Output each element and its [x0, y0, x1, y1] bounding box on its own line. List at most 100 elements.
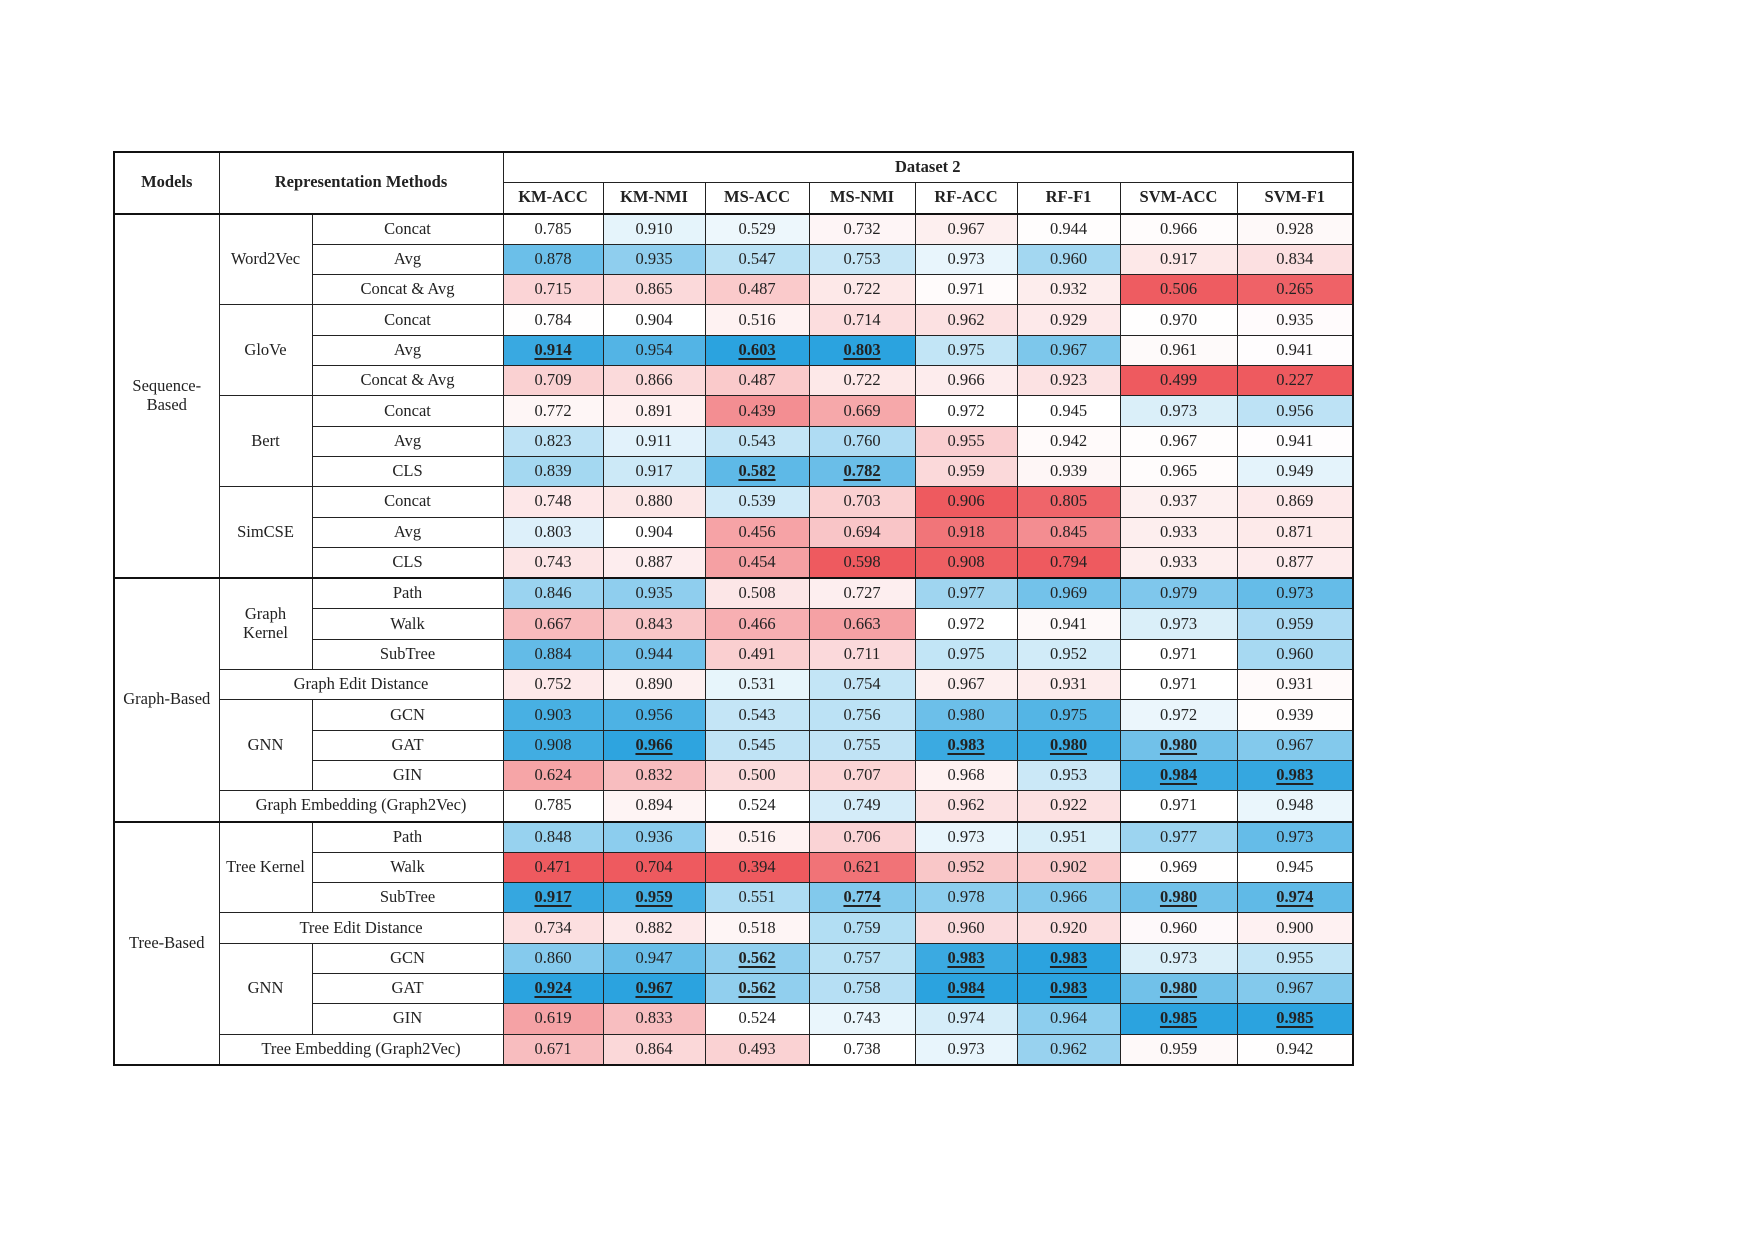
metric-cell: 0.910 — [602, 212, 706, 245]
metric-value: 0.972 — [947, 613, 985, 633]
metric-value: 0.973 — [1159, 400, 1198, 420]
metric-cell: 0.967 — [914, 212, 1018, 245]
metric-value: 0.929 — [1049, 309, 1088, 329]
representation-variant-label: Concat — [311, 212, 504, 245]
metric-value: 0.944 — [635, 643, 673, 663]
metric-cell: 0.931 — [1016, 669, 1121, 701]
metric-value: 0.971 — [1159, 643, 1198, 663]
metric-value: 0.904 — [635, 309, 673, 329]
metric-value: 0.966 — [1159, 218, 1198, 238]
representation-variant-label: GIN — [311, 1003, 504, 1035]
metric-value: 0.902 — [1049, 856, 1088, 876]
metric-value: 0.843 — [635, 613, 673, 633]
table-row: Avg 0.803 0.904 0.456 0.694 0.918 0.845 0.933 0.… — [114, 516, 1354, 548]
metric-value: 0.732 — [843, 218, 881, 238]
metric-cell: 0.924 — [502, 973, 604, 1005]
metric-cell: 0.880 — [602, 486, 706, 518]
metric-value: 0.900 — [1276, 917, 1314, 937]
representation-variant-label: Avg — [311, 334, 504, 367]
metric-cell: 0.983 — [914, 942, 1018, 975]
metric-cell: 0.966 — [602, 729, 706, 761]
metric-value: 0.983 — [1276, 765, 1314, 785]
metric-value: 0.704 — [635, 856, 673, 876]
metric-cell: 0.758 — [808, 973, 916, 1005]
metric-cell: 0.869 — [1236, 486, 1354, 518]
table-row: GNN GCN 0.860 0.947 0.562 0.757 0.983 0.983 0.97… — [114, 942, 1354, 1035]
metric-cell: 0.890 — [602, 669, 706, 701]
representation-family-label: GloVe — [218, 304, 313, 397]
metric-cell: 0.439 — [704, 395, 810, 427]
metric-value: 0.967 — [1276, 734, 1314, 754]
metric-cell: 0.956 — [1236, 395, 1354, 427]
metric-value: 0.959 — [1276, 613, 1314, 633]
metric-cell: 0.805 — [1016, 486, 1121, 518]
metric-cell: 0.917 — [602, 455, 706, 488]
metric-value: 0.506 — [1159, 279, 1198, 299]
table-row: SimCSE Concat 0.748 0.880 0.539 0.703 0.906 0.8… — [114, 486, 1354, 579]
metric-value: 0.759 — [843, 917, 881, 937]
metric-cell: 0.962 — [914, 304, 1018, 336]
metric-cell: 0.759 — [808, 912, 916, 944]
representation-family-label: Graph Kernel — [218, 577, 313, 671]
table-row: Graph-Based Graph Kernel Path 0.846 0.935 0.5… — [113, 577, 1354, 823]
metric-cell: 0.967 — [1236, 729, 1354, 761]
metric-cell: 0.972 — [1119, 699, 1238, 731]
metric-value: 0.603 — [738, 339, 776, 359]
metric-value: 0.529 — [738, 218, 776, 238]
metric-cell: 0.499 — [1119, 365, 1238, 397]
table-row: Tree-Based Tree Kernel Path 0.848 0.936 0.516… — [113, 820, 1354, 1066]
metric-cell: 0.543 — [704, 699, 810, 731]
metric-cell: 0.754 — [808, 669, 916, 701]
metric-value: 0.944 — [1049, 218, 1088, 238]
metric-value: 0.985 — [1276, 1008, 1314, 1028]
metric-value: 0.760 — [843, 430, 881, 450]
metric-cell: 0.621 — [808, 851, 916, 884]
metric-value: 0.947 — [635, 947, 673, 967]
metric-value: 0.545 — [738, 734, 776, 754]
metric-value: 0.757 — [843, 947, 881, 967]
metric-value: 0.980 — [1159, 887, 1198, 907]
metric-value: 0.985 — [1159, 1008, 1198, 1028]
metric-cell: 0.953 — [1016, 759, 1121, 792]
metric-value: 0.968 — [947, 765, 985, 785]
metric-cell: 0.949 — [1236, 455, 1354, 488]
representation-variant-label: GAT — [311, 729, 504, 761]
metric-cell: 0.947 — [602, 942, 706, 975]
table-row: Avg 0.878 0.935 0.547 0.753 0.973 0.960 0.917 0.… — [114, 243, 1354, 276]
metric-value: 0.972 — [947, 400, 985, 420]
table-row: Walk 0.471 0.704 0.394 0.621 0.952 0.902 0.969 0… — [114, 851, 1354, 884]
metric-value: 0.439 — [738, 400, 776, 420]
metric-cell: 0.864 — [602, 1033, 706, 1066]
metric-cell: 0.667 — [502, 608, 604, 640]
metric-value: 0.860 — [534, 947, 572, 967]
metric-cell: 0.865 — [602, 274, 706, 306]
methods-header: Representation Methods — [218, 151, 504, 215]
metric-value: 0.975 — [947, 339, 985, 359]
metric-cell: 0.967 — [602, 973, 706, 1005]
metric-cell: 0.508 — [704, 577, 810, 610]
metric-value: 0.967 — [947, 674, 985, 694]
table-row: Avg 0.914 0.954 0.603 0.803 0.975 0.967 0.961 0.… — [114, 334, 1354, 367]
metric-value: 0.754 — [843, 674, 881, 694]
metric-value: 0.973 — [1159, 613, 1198, 633]
metric-value: 0.978 — [947, 887, 985, 907]
metric-cell: 0.936 — [602, 820, 706, 853]
metric-value: 0.984 — [947, 978, 985, 998]
metric-cell: 0.774 — [808, 882, 916, 914]
metric-value: 0.980 — [1049, 734, 1088, 754]
representation-variant-label: Avg — [311, 516, 504, 548]
metric-value: 0.961 — [1159, 339, 1198, 359]
metric-value: 0.952 — [1049, 643, 1088, 663]
metric-cell: 0.663 — [808, 608, 916, 640]
metric-cell: 0.975 — [914, 638, 1018, 671]
metric-value: 0.834 — [1276, 249, 1314, 269]
metric-cell: 0.967 — [914, 669, 1018, 701]
metric-cell: 0.960 — [1119, 912, 1238, 944]
table-row: GAT 0.908 0.966 0.545 0.755 0.983 0.980 0.980 0.… — [114, 729, 1354, 761]
metric-value: 0.953 — [1049, 765, 1088, 785]
metric-value: 0.942 — [1276, 1038, 1314, 1058]
metric-value: 0.956 — [635, 704, 673, 724]
metric-cell: 0.941 — [1236, 334, 1354, 367]
metric-cell: 0.834 — [1236, 243, 1354, 276]
representation-variant-label: Concat & Avg — [311, 365, 504, 397]
